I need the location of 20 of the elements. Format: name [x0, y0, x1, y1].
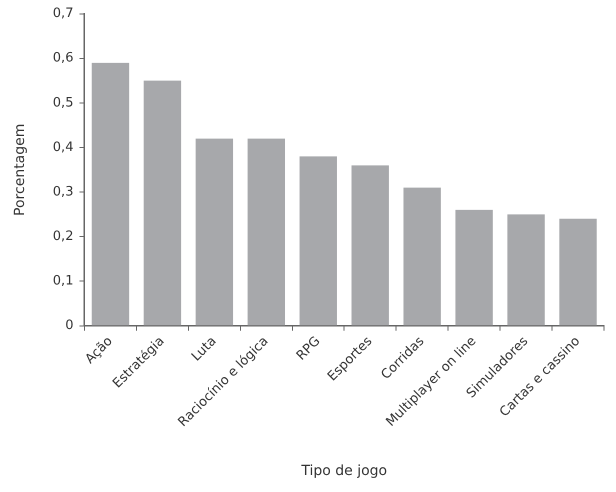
y-tick-label: 0: [65, 318, 74, 334]
y-tick-label: 0,7: [52, 6, 74, 22]
y-tick-label: 0,2: [52, 229, 74, 244]
bar: [455, 210, 493, 326]
bar: [352, 165, 389, 326]
bar: [248, 138, 286, 326]
bar: [92, 62, 130, 326]
y-tick-label: 0,3: [52, 184, 74, 200]
y-tick-label: 0,5: [52, 95, 74, 110]
y-tick-label: 0,1: [52, 274, 74, 289]
bar: [300, 156, 337, 326]
bar: [403, 188, 441, 326]
bar: [144, 80, 182, 326]
bar: [559, 218, 597, 326]
y-tick-label: 0,6: [52, 50, 74, 66]
y-axis-title: Porcentagem: [12, 124, 28, 216]
y-tick-label: 0,4: [52, 140, 74, 155]
x-axis-title: Tipo de jogo: [300, 463, 388, 480]
bar: [196, 138, 234, 326]
bar: [507, 214, 545, 326]
